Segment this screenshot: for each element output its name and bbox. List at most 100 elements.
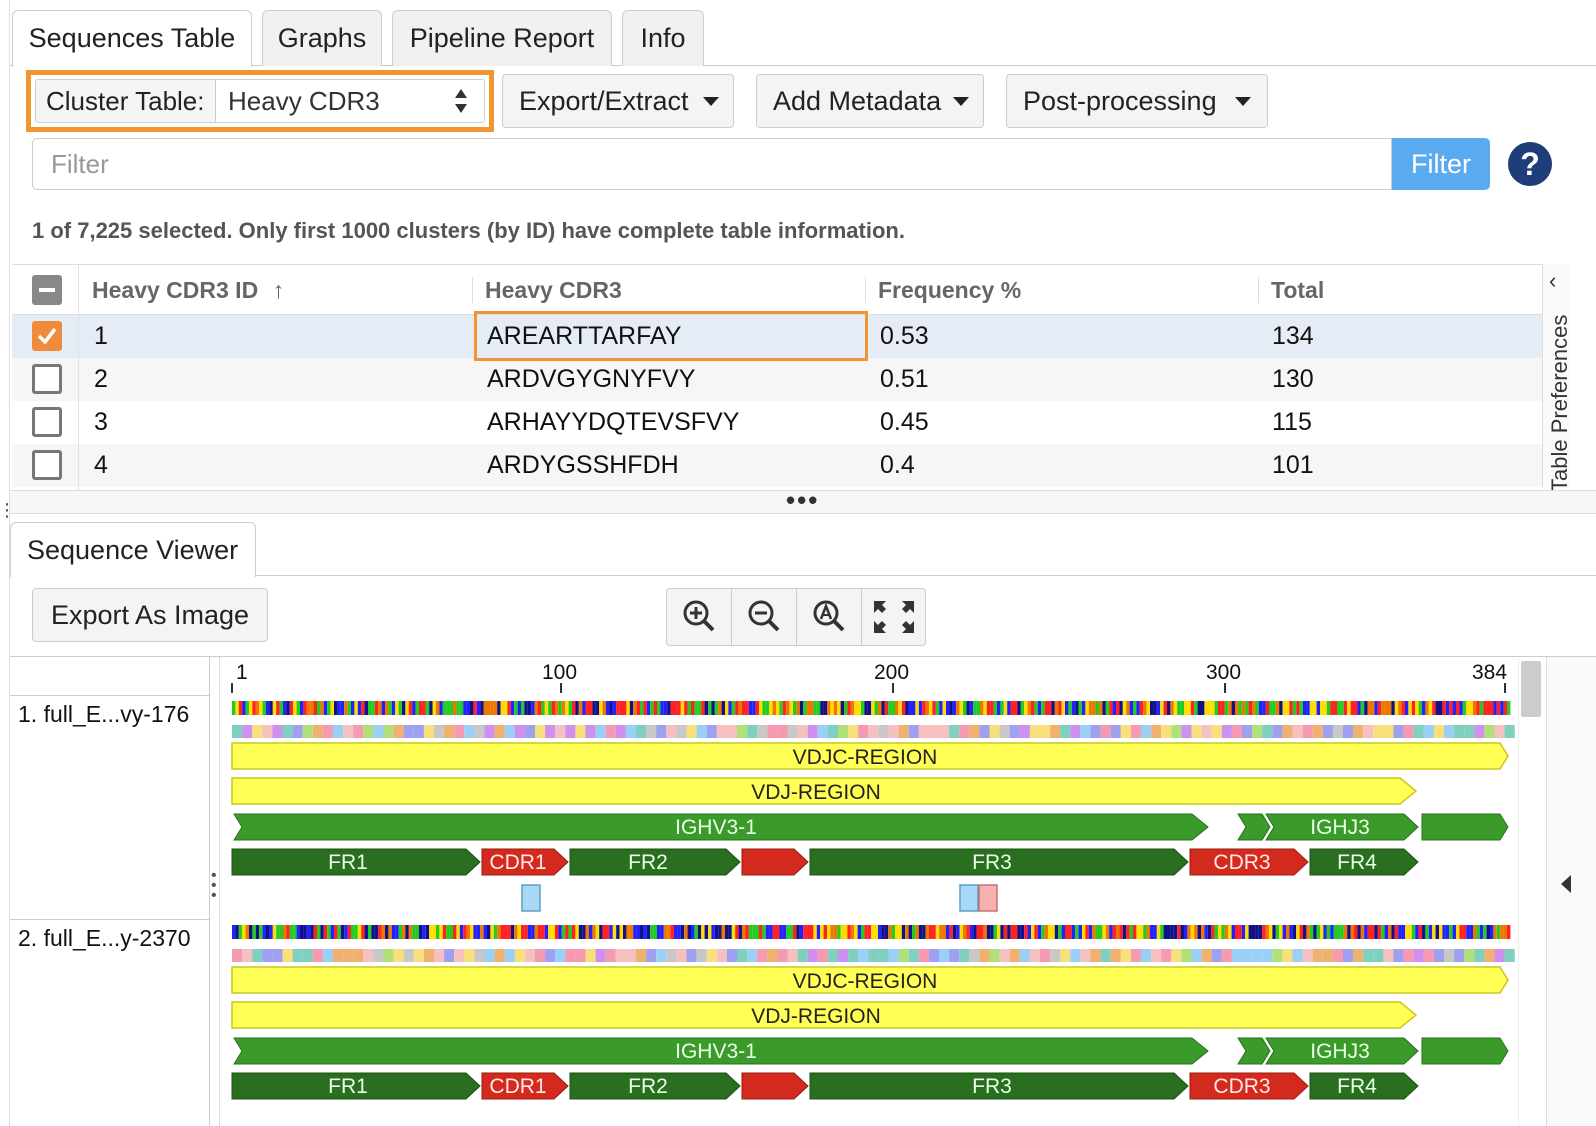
viewer-side-panel[interactable] — [1546, 657, 1596, 1126]
nucleotide-cell — [762, 925, 766, 939]
scrollbar-thumb[interactable] — [1521, 661, 1541, 717]
sequence-track-1[interactable]: VDJC-REGION VDJ-REGION IGHV3-1 IGHJ3 FR1… — [231, 701, 1515, 912]
table-row[interactable]: 1 AREARTTARFAY 0.53 134 — [12, 315, 1542, 358]
table-row[interactable]: 3 ARHAYYDQTEVSFVY 0.45 115 — [12, 401, 1542, 444]
zoom-out-button[interactable] — [732, 589, 797, 645]
fr4-feature[interactable] — [1309, 1072, 1419, 1100]
export-extract-button[interactable]: Export/Extract — [502, 74, 734, 128]
feature-label: FR2 — [628, 851, 668, 874]
export-as-image-button[interactable]: Export As Image — [32, 588, 268, 642]
nucleotide-cell — [636, 925, 640, 939]
sequence-tracks-svg[interactable]: 1 100 200 300 384 VDJC-REGION VDJ — [222, 657, 1518, 1126]
sequence-label-1[interactable]: 1. full_E...vy-176 — [18, 701, 190, 727]
row-checkbox[interactable] — [32, 407, 62, 437]
row-checkbox[interactable] — [32, 450, 62, 480]
cell-total: 101 — [1272, 451, 1314, 479]
ighj-feature[interactable] — [1265, 1037, 1419, 1065]
panel-splitter[interactable]: ••• — [10, 485, 1596, 515]
fr3-feature[interactable] — [809, 1072, 1189, 1100]
label-resize-grip[interactable]: • • • — [210, 657, 220, 1126]
ighj-feature[interactable] — [1265, 813, 1419, 841]
col-header-id[interactable]: Heavy CDR3 ID ↑ — [92, 265, 284, 315]
aminoacid-cell — [797, 949, 808, 962]
vdjc-region-feature[interactable] — [231, 742, 1509, 770]
col-divider[interactable] — [865, 277, 866, 303]
post-processing-button[interactable]: Post-processing — [1006, 74, 1268, 128]
row-checkbox[interactable] — [32, 364, 62, 394]
nucleotide-cell — [1143, 925, 1147, 939]
tab-sequence-viewer[interactable]: Sequence Viewer — [10, 522, 256, 577]
fr2-feature[interactable] — [569, 848, 741, 876]
aminoacid-cell — [1181, 725, 1192, 738]
fr2-feature[interactable] — [569, 1072, 741, 1100]
expand-button[interactable] — [862, 589, 927, 645]
vertical-grip-icon[interactable]: • • • — [211, 867, 217, 904]
cdr3-feature[interactable] — [1189, 1072, 1309, 1100]
filter-button[interactable]: Filter — [1392, 138, 1490, 190]
nucleotide-cell — [395, 701, 399, 715]
nucleotide-cell — [816, 925, 821, 939]
col-header-total[interactable]: Total — [1271, 277, 1325, 303]
cell-cdr3[interactable]: ARDVGYGNYFVY — [487, 365, 696, 393]
cell-cdr3[interactable]: ARDYGSSHFDH — [487, 451, 679, 479]
aminoacid-cell — [625, 725, 636, 738]
add-metadata-button[interactable]: Add Metadata — [756, 74, 984, 128]
vdj-region-feature[interactable] — [231, 1001, 1418, 1029]
constant-feature[interactable] — [1421, 1037, 1509, 1065]
selected-cell-highlight — [474, 311, 868, 361]
col-divider[interactable] — [472, 277, 473, 303]
vdj-region-feature[interactable] — [231, 777, 1418, 805]
sequence-track-2[interactable]: VDJC-REGION VDJ-REGION IGHV3-1 IGHJ3 FR1… — [231, 925, 1515, 1100]
zoom-auto-button[interactable] — [797, 589, 862, 645]
cdr1-feature[interactable] — [481, 848, 569, 876]
gene-fragment-feature[interactable] — [1237, 1037, 1271, 1065]
gene-fragment-feature[interactable] — [1237, 813, 1271, 841]
help-icon[interactable]: ? — [1508, 142, 1552, 186]
cell-cdr3[interactable]: AREARTTARFAY — [487, 322, 682, 350]
tab-info[interactable]: Info — [622, 10, 704, 66]
fr3-feature[interactable] — [809, 848, 1189, 876]
tab-sequences-table[interactable]: Sequences Table — [12, 10, 252, 67]
fr1-feature[interactable] — [231, 848, 481, 876]
drag-handle-icon[interactable]: ••• — [786, 485, 820, 515]
cluster-table-select[interactable]: Cluster Table: Heavy CDR3 — [35, 79, 485, 123]
filter-input[interactable]: Filter — [32, 138, 1392, 190]
mutation-marker[interactable] — [521, 884, 541, 912]
aminoacid-cell — [1130, 725, 1141, 738]
left-resize-grip-icon[interactable]: ⋮ — [0, 500, 16, 520]
table-row[interactable]: 2 ARDVGYGNYFVY 0.51 130 — [12, 358, 1542, 401]
table-row[interactable]: 4 ARDYGSSHFDH 0.4 101 — [12, 444, 1542, 487]
zoom-in-button[interactable] — [667, 589, 732, 645]
cdr3-feature[interactable] — [1189, 848, 1309, 876]
mutation-marker[interactable] — [978, 884, 998, 912]
col-header-frequency[interactable]: Frequency % — [878, 277, 1022, 303]
nucleotide-cell — [1194, 925, 1198, 939]
table-preferences-panel[interactable]: ‹ Table Preferences — [1542, 264, 1572, 492]
select-all-checkbox[interactable] — [32, 275, 62, 305]
constant-feature[interactable] — [1421, 813, 1509, 841]
viewer-scrollbar[interactable] — [1518, 659, 1542, 1126]
col-header-cdr3[interactable]: Heavy CDR3 — [485, 277, 622, 303]
chevron-left-icon[interactable]: ‹ — [1549, 268, 1557, 293]
ighv-feature[interactable] — [233, 1037, 1209, 1065]
nucleotide-cell — [266, 925, 270, 939]
sequence-label-2[interactable]: 2. full_E...y-2370 — [18, 925, 191, 951]
nucleotide-cell — [1296, 925, 1300, 939]
col-divider[interactable] — [1258, 277, 1259, 303]
ighv-feature[interactable] — [233, 813, 1209, 841]
chevron-left-icon[interactable] — [1561, 875, 1571, 893]
vdjc-region-feature[interactable] — [231, 966, 1509, 994]
cdr2-feature[interactable] — [741, 1072, 809, 1100]
cluster-table-value[interactable]: Heavy CDR3 — [228, 86, 380, 116]
sequence-track-area[interactable]: 1 100 200 300 384 VDJC-REGION VDJ — [222, 657, 1518, 1126]
tab-pipeline-report[interactable]: Pipeline Report — [392, 10, 612, 66]
cell-cdr3[interactable]: ARHAYYDQTEVSFVY — [487, 408, 740, 436]
row-checkbox[interactable] — [32, 321, 62, 351]
cdr2-feature[interactable] — [741, 848, 809, 876]
fr1-feature[interactable] — [231, 1072, 481, 1100]
nucleotide-cell — [1364, 701, 1368, 715]
mutation-marker[interactable] — [959, 884, 979, 912]
fr4-feature[interactable] — [1309, 848, 1419, 876]
tab-graphs[interactable]: Graphs — [262, 10, 382, 66]
cdr1-feature[interactable] — [481, 1072, 569, 1100]
